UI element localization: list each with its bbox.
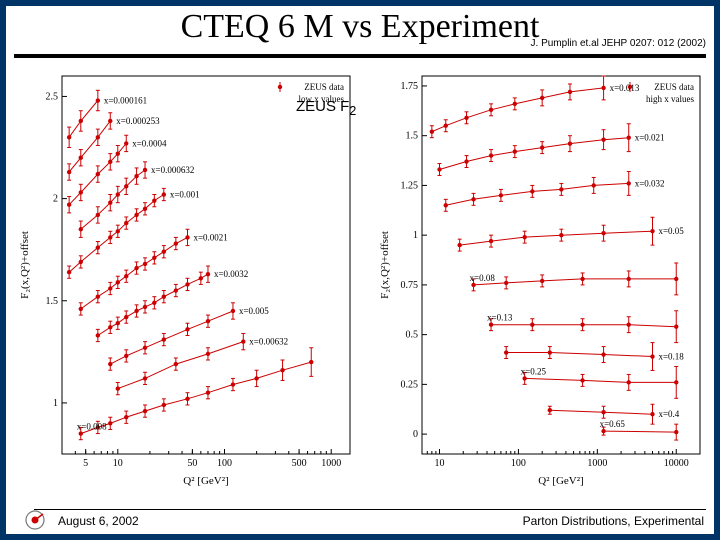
- svg-text:0.25: 0.25: [401, 379, 419, 390]
- svg-text:0: 0: [413, 429, 418, 440]
- svg-text:x=0.021: x=0.021: [635, 133, 665, 143]
- left-chart: 5 10 50 100 500 1000 1 1.5 2 2.5 Q² [GeV²] F₂(x,Q²)…: [16, 70, 356, 490]
- svg-text:0.75: 0.75: [401, 280, 419, 291]
- svg-text:F₂(x,Q²)+offset: F₂(x,Q²)+offset: [19, 231, 31, 299]
- slide: CTEQ 6 M vs Experiment J. Pumplin et.al …: [6, 6, 714, 534]
- svg-text:2.5: 2.5: [46, 91, 59, 102]
- zeus-f2-sub: 2: [349, 104, 356, 118]
- footer-bullet-icon: [24, 509, 46, 531]
- footer-rule: [34, 509, 706, 510]
- svg-text:x=0.000253: x=0.000253: [116, 116, 160, 126]
- svg-text:x=0.4: x=0.4: [658, 409, 679, 419]
- svg-text:100: 100: [217, 458, 232, 469]
- svg-text:x=0.18: x=0.18: [658, 352, 684, 362]
- svg-text:x=0.001: x=0.001: [170, 190, 200, 200]
- svg-text:10: 10: [435, 458, 445, 469]
- svg-text:1: 1: [53, 398, 58, 409]
- svg-text:x=0.05: x=0.05: [658, 226, 684, 236]
- svg-text:ZEUS data: ZEUS data: [304, 82, 344, 92]
- svg-text:x=0.0004: x=0.0004: [132, 138, 167, 148]
- svg-text:x=0.032: x=0.032: [635, 178, 665, 188]
- svg-text:5: 5: [83, 458, 88, 469]
- footer-caption: Parton Distributions, Experimental: [523, 514, 704, 528]
- svg-text:Q² [GeV²]: Q² [GeV²]: [538, 475, 583, 487]
- svg-text:1.5: 1.5: [406, 131, 419, 142]
- svg-text:x=0.013: x=0.013: [610, 83, 640, 93]
- svg-text:1000: 1000: [587, 458, 607, 469]
- svg-text:500: 500: [292, 458, 307, 469]
- svg-text:x=0.000632: x=0.000632: [151, 165, 194, 175]
- zeus-f2-text: ZEUS F: [296, 98, 349, 115]
- zeus-f2-label: ZEUS F2: [296, 98, 356, 118]
- svg-text:x=0.13: x=0.13: [487, 313, 513, 323]
- svg-text:x=0.25: x=0.25: [521, 366, 547, 376]
- svg-text:x=0.005: x=0.005: [239, 306, 269, 316]
- citation-text: J. Pumplin et.al JEHP 0207: 012 (2002): [531, 38, 706, 49]
- svg-text:high x values: high x values: [646, 94, 694, 104]
- svg-text:10000: 10000: [664, 458, 689, 469]
- svg-text:F₂(x,Q²)+offset: F₂(x,Q²)+offset: [379, 231, 391, 299]
- svg-text:x=0.00632: x=0.00632: [249, 337, 288, 347]
- svg-text:100: 100: [511, 458, 526, 469]
- svg-text:50: 50: [187, 458, 197, 469]
- svg-text:1000: 1000: [321, 458, 341, 469]
- footer-date: August 6, 2002: [58, 514, 139, 528]
- svg-text:Q² [GeV²]: Q² [GeV²]: [183, 475, 228, 487]
- title-underline: [14, 54, 706, 58]
- svg-text:10: 10: [113, 458, 123, 469]
- svg-text:1: 1: [413, 230, 418, 241]
- right-chart: 10 100 1000 10000 0 0.25 0.5 0.75 1 1.25 1.5 1.75 Q²…: [376, 70, 706, 490]
- svg-text:x=0.0021: x=0.0021: [193, 232, 227, 242]
- svg-text:1.25: 1.25: [401, 180, 419, 191]
- svg-text:x=0.0032: x=0.0032: [214, 269, 248, 279]
- svg-text:0.5: 0.5: [406, 330, 419, 341]
- svg-text:ZEUS data: ZEUS data: [654, 82, 694, 92]
- svg-text:x=0.65: x=0.65: [600, 419, 626, 429]
- svg-text:x=0.08: x=0.08: [470, 273, 496, 283]
- svg-text:x=0.000161: x=0.000161: [104, 96, 147, 106]
- svg-text:2: 2: [53, 194, 58, 205]
- svg-text:1.5: 1.5: [46, 296, 59, 307]
- svg-text:x=0.008: x=0.008: [77, 422, 107, 432]
- svg-text:1.75: 1.75: [401, 81, 419, 92]
